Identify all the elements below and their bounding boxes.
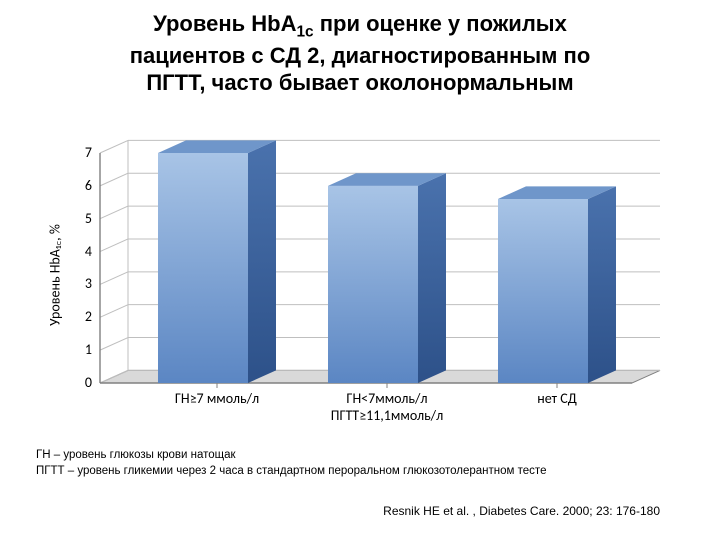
- footnote-1: ГН – уровень глюкозы крови натощак: [36, 448, 236, 464]
- slide-title: Уровень HbA1c при оценке у пожилых пацие…: [40, 10, 680, 97]
- ytick-3: 3: [70, 275, 92, 292]
- ytick-1: 1: [70, 341, 92, 358]
- title-line-3: ПГТТ, часто бывает околонормальным: [146, 70, 573, 95]
- ytick-0: 0: [70, 374, 92, 391]
- plot-area: 01234567ГН≥7 ммоль/лГН<7ммоль/лПГТТ≥11,1…: [100, 125, 660, 385]
- ytick-6: 6: [70, 177, 92, 194]
- ytick-4: 4: [70, 243, 92, 260]
- category-label-0: ГН≥7 ммоль/л: [137, 391, 297, 408]
- ytick-2: 2: [70, 308, 92, 325]
- citation: Resnik HE et al. , Diabetes Care. 2000; …: [383, 504, 660, 518]
- bar-chart: Уровень HbA₁꜀, % 01234567ГН≥7 ммоль/лГН<…: [60, 125, 660, 425]
- category-label-2: нет СД: [477, 391, 637, 408]
- ytick-7: 7: [70, 144, 92, 161]
- y-axis-label: Уровень HbA₁꜀, %: [45, 224, 64, 326]
- category-label-1: ГН<7ммоль/лПГТТ≥11,1ммоль/л: [307, 391, 467, 425]
- ytick-5: 5: [70, 210, 92, 227]
- title-line-1: Уровень HbA1c при оценке у пожилых: [153, 11, 567, 36]
- title-line-2: пациентов с СД 2, диагностированным по: [130, 43, 591, 68]
- footnote-2: ПГТТ – уровень гликемии через 2 часа в с…: [36, 464, 546, 480]
